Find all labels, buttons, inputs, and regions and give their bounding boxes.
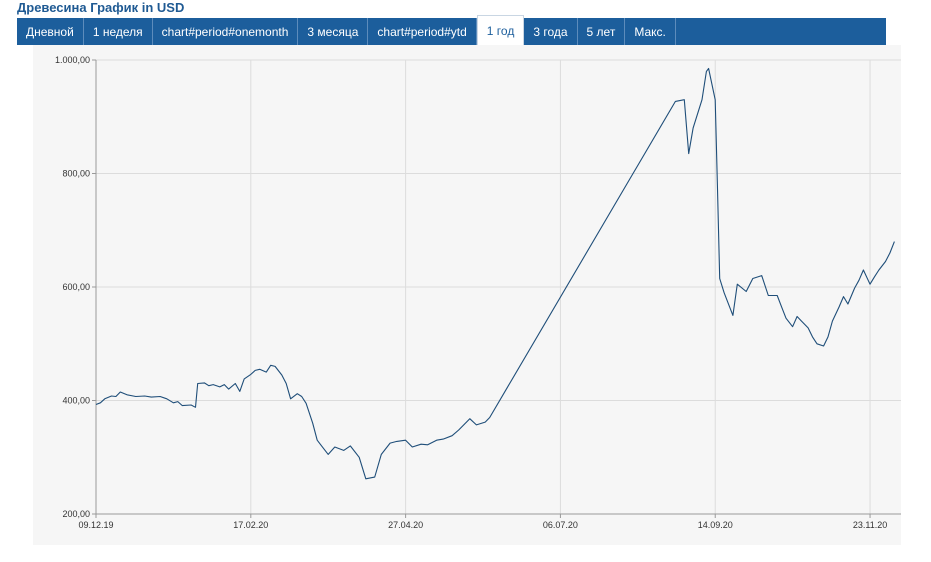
x-tick-label: 06.07.20 bbox=[543, 520, 578, 530]
tab-1-month[interactable]: chart#period#onemonth bbox=[153, 18, 299, 45]
x-tick-label: 14.09.20 bbox=[698, 520, 733, 530]
x-tick-label: 09.12.19 bbox=[78, 520, 113, 530]
tab-ytd[interactable]: chart#period#ytd bbox=[368, 18, 477, 45]
period-tabs: Дневной 1 неделя chart#period#onemonth 3… bbox=[17, 15, 886, 46]
tab-max[interactable]: Макс. bbox=[625, 18, 676, 45]
x-tick-label: 23.11.20 bbox=[853, 520, 887, 530]
y-tick-label: 800,00 bbox=[62, 169, 90, 179]
x-tick-label: 27.04.20 bbox=[388, 520, 423, 530]
y-tick-label: 1.000,00 bbox=[55, 55, 90, 65]
y-tick-label: 600,00 bbox=[62, 282, 90, 292]
tab-3-years[interactable]: 3 года bbox=[524, 18, 578, 45]
chart-area: 09.12.19 17.02.20 27.04.20 06.07.20 14.09.20… bbox=[33, 45, 901, 545]
tab-1-week[interactable]: 1 неделя bbox=[84, 18, 153, 45]
tab-3-months[interactable]: 3 месяца bbox=[298, 18, 369, 45]
series-line bbox=[95, 67, 895, 480]
y-tick-label: 400,00 bbox=[62, 396, 90, 406]
tab-1-year[interactable]: 1 год bbox=[476, 15, 525, 46]
x-tick-label: 17.02.20 bbox=[233, 520, 268, 530]
y-tick-label: 200,00 bbox=[62, 509, 90, 519]
price-chart: 09.12.19 17.02.20 27.04.20 06.07.20 14.09.20… bbox=[55, 55, 901, 530]
tab-daily[interactable]: Дневной bbox=[17, 18, 84, 45]
chart-title: Древесина График in USD bbox=[17, 0, 185, 15]
tab-5-years[interactable]: 5 лет bbox=[578, 18, 626, 45]
